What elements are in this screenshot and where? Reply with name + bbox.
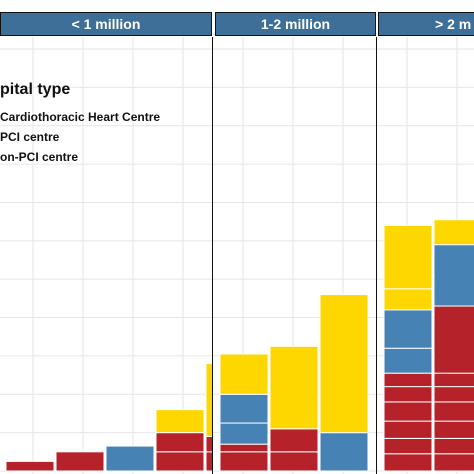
bar-segment-p3-b2-s3 [433,420,474,439]
bar-segment-p2-b1-s5 [219,353,269,395]
bar-segment-p3-b1-s9 [383,288,433,311]
bar-segment-p3-b1-s3 [383,420,433,439]
bar-segment-p2-b2-s2 [269,428,319,453]
legend-title: pital type [0,81,71,98]
bar-segment-p3-b2-s8 [433,244,474,307]
chart-panel-1-plot [0,37,212,474]
bar-segment-p3-b1-s8 [383,309,433,349]
bar-segment-p1-b2-s1 [55,451,105,472]
bar-segment-p3-b2-s1 [433,453,474,472]
bar-segment-p2-b1-s2 [219,443,269,453]
bar-segment-p1-b5-s3 [205,363,212,437]
facet-label-2: 1-2 million [260,16,331,32]
facet-label-3: > 2 m [435,16,472,32]
bar-segment-p3-b2-s4 [433,401,474,422]
bar-segment-p1-b5-s2 [205,435,212,453]
chart-panel-1: pital type Cardiothoracic Heart Centre P… [0,37,214,474]
bar-segment-p3-b2-s5 [433,386,474,403]
bar-segment-p3-b1-s1 [383,453,433,472]
bar-segment-p3-b1-s2 [383,437,433,455]
bar-segment-p2-b3-s2 [319,294,369,434]
facet-label-1: < 1 million [71,16,141,32]
bar-segment-p1-b1-s1 [5,460,55,472]
bar-segment-p1-b5-s1 [205,451,212,472]
facet-strip-2: 1-2 million [215,12,376,36]
bar-segment-p3-b2-s2 [433,437,474,455]
bar-segment-p1-b4-s1 [155,451,205,472]
chart-panel-3 [376,37,474,474]
bar-segment-p3-b1-s6 [383,372,433,388]
bar-segment-p2-b1-s3 [219,422,269,445]
bar-segment-p1-b4-s3 [155,409,205,434]
legend-item-non-pci: on-PCI centre [0,150,79,164]
bar-segment-p3-b1-s5 [383,386,433,403]
bar-segment-p3-b2-s6 [433,372,474,388]
bar-segment-p2-b1-s1 [219,451,269,472]
bar-segment-p3-b2-s7 [433,305,474,374]
bar-segment-p2-b3-s1 [319,432,369,472]
chart-panel-2 [212,37,378,474]
bar-segment-p3-b1-s7 [383,347,433,374]
legend: pital type Cardiothoracic Heart Centre P… [0,81,210,171]
bar-segment-p3-b2-s9 [433,219,474,246]
bar-segment-p2-b2-s3 [269,345,319,430]
bar-segment-p3-b1-s4 [383,401,433,422]
facet-strip-3: > 2 m [378,12,474,36]
bar-segment-p1-b4-s2 [155,432,205,453]
legend-item-pci: PCI centre [0,130,60,144]
bar-segment-p2-b2-s1 [269,451,319,472]
chart-panel-3-plot [377,37,474,474]
chart-panel-2-plot [213,37,376,474]
legend-item-cardiothoracic: Cardiothoracic Heart Centre [0,110,161,124]
bar-segment-p2-b1-s4 [219,393,269,424]
facet-strip-1: < 1 million [0,12,212,36]
bar-segment-p1-b3-s2 [105,445,155,472]
bar-segment-p3-b1-s10 [383,224,433,290]
